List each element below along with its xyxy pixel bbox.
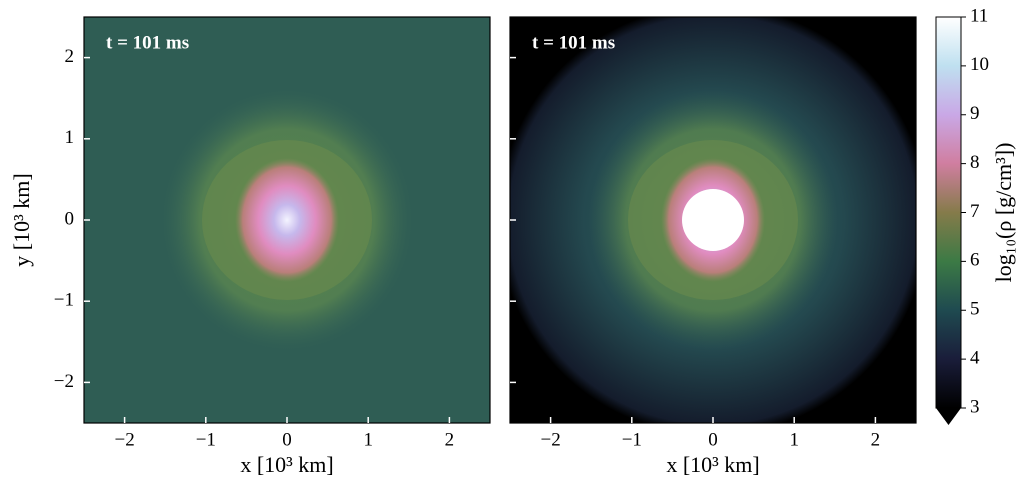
density-image — [510, 17, 916, 423]
x-tick-label: 0 — [282, 429, 292, 450]
x-tick-label: 1 — [789, 429, 799, 450]
x-tick-label: −2 — [540, 429, 560, 450]
y-tick-label: 1 — [65, 127, 75, 148]
colorbar-tick-label: 9 — [970, 103, 980, 124]
x-tick-label: −1 — [622, 429, 642, 450]
colorbar-tick-label: 11 — [970, 5, 988, 26]
colorbar-label: log₁₀(ρ [g/cm³]) — [991, 143, 1016, 283]
y-tick-label: 2 — [65, 46, 75, 67]
density-image — [84, 17, 490, 423]
colorbar-tick-label: 10 — [970, 54, 989, 75]
y-tick-label: −1 — [54, 290, 74, 311]
x-tick-label: 2 — [871, 429, 881, 450]
y-axis-label: y [10³ km] — [9, 173, 34, 266]
y-tick-label: 0 — [65, 208, 75, 229]
x-axis-label: x [10³ km] — [240, 452, 333, 477]
colorbar-tick-label: 6 — [970, 250, 980, 271]
colorbar-tick-label: 5 — [970, 299, 980, 320]
x-tick-label: −1 — [196, 429, 216, 450]
colorbar-tick-label: 4 — [970, 347, 980, 368]
colorbar — [935, 16, 962, 409]
x-tick-label: 2 — [445, 429, 455, 450]
colorbar-extend — [936, 408, 961, 425]
colorbar-tick-label: 3 — [970, 396, 980, 417]
x-tick-label: 1 — [363, 429, 373, 450]
colorbar-tick-label: 7 — [970, 201, 980, 222]
y-tick-label: −2 — [54, 371, 74, 392]
x-tick-label: 0 — [708, 429, 718, 450]
colorbar-tick-label: 8 — [970, 152, 980, 173]
x-tick-label: −2 — [114, 429, 134, 450]
annotation: t = 101 ms — [106, 32, 189, 53]
annotation: t = 101 ms — [532, 32, 615, 53]
x-axis-label: x [10³ km] — [666, 452, 759, 477]
